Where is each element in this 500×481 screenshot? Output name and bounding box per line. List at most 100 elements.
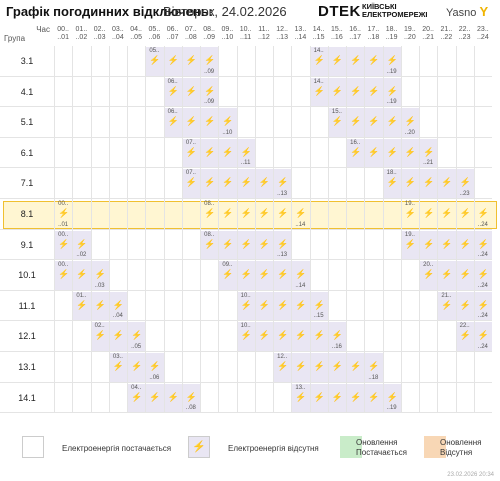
- hour-cell: [346, 352, 365, 383]
- hour-cell: [200, 229, 219, 261]
- power-off-icon: ⚡: [459, 208, 471, 218]
- group-label[interactable]: 3.1: [0, 46, 54, 77]
- hour-cell: [273, 321, 292, 352]
- hour-cell: [236, 168, 255, 199]
- hour-cell: [455, 168, 474, 199]
- hour-cell: [200, 321, 219, 352]
- hour-cell: [400, 382, 419, 414]
- hour-cell: [327, 321, 346, 352]
- hour-cell: [400, 76, 419, 108]
- group-label[interactable]: 12.1: [0, 321, 54, 352]
- power-off-icon: ⚡: [313, 330, 325, 341]
- hour-cell: [72, 168, 91, 199]
- hour-cell: [364, 107, 383, 138]
- power-off-icon: ⚡: [386, 146, 398, 157]
- hour-header: 14.. ..15: [312, 26, 325, 41]
- group-label[interactable]: 5.1: [0, 107, 54, 138]
- hour-cell: [382, 260, 401, 291]
- group-label[interactable]: 13.1: [0, 352, 54, 383]
- outage-cell: ⚡: [474, 230, 492, 260]
- outage-cell: ⚡: [401, 138, 419, 168]
- power-off-icon: ⚡: [167, 116, 179, 127]
- hour-cell: [108, 229, 127, 261]
- yasno-mark-icon: Y: [479, 4, 489, 19]
- hour-cell: [327, 107, 346, 138]
- outage-cell: ⚡: [201, 77, 219, 107]
- power-off-icon: ⚡: [459, 330, 471, 341]
- outage-cell: ⚡: [237, 138, 255, 168]
- group-label[interactable]: 9.1: [0, 230, 54, 261]
- hour-cell: [54, 199, 73, 230]
- hour-cell: [327, 199, 346, 230]
- power-off-icon: ⚡: [313, 55, 325, 65]
- outage-cell: ⚡: [401, 108, 419, 137]
- power-off-icon: ⚡: [167, 55, 179, 65]
- power-off-icon: ⚡: [441, 269, 453, 280]
- hour-cell: [437, 137, 456, 169]
- group-label[interactable]: 14.1: [0, 383, 54, 414]
- hour-cell: [254, 290, 273, 322]
- hour-cell: [181, 199, 200, 230]
- hour-cell: [181, 260, 200, 291]
- hour-cell: [163, 260, 182, 291]
- power-off-icon: ⚡: [404, 116, 416, 127]
- outage-cell: ⚡: [274, 200, 291, 229]
- outage-start-label: 15..: [331, 109, 342, 116]
- outage-start-label: 06..: [167, 78, 178, 85]
- outage-end-label: ..20: [404, 129, 415, 136]
- outage-cell: ⚡: [109, 291, 127, 321]
- outage-end-label: ..14: [295, 282, 306, 289]
- hour-cell: [437, 46, 456, 77]
- hour-cell: [437, 76, 456, 108]
- hour-cell: [54, 290, 73, 322]
- hour-cell: [108, 107, 127, 138]
- group-label[interactable]: 4.1: [0, 77, 54, 108]
- hour-cell: [273, 260, 292, 291]
- hour-cell: [218, 46, 237, 77]
- outage-cell: ⚡: [420, 138, 438, 168]
- hour-cell: [145, 260, 164, 291]
- hour-cell: [108, 168, 127, 199]
- group-label[interactable]: 10.1: [0, 260, 54, 291]
- outage-cell: ⚡: [274, 322, 292, 351]
- group-label[interactable]: 8.1: [0, 199, 54, 230]
- outage-cell: ⚡: [55, 230, 73, 260]
- group-label[interactable]: 6.1: [0, 138, 54, 169]
- group-label[interactable]: 7.1: [0, 168, 54, 199]
- power-off-icon: ⚡: [350, 146, 362, 157]
- hour-cell: [218, 260, 237, 291]
- power-off-icon: ⚡: [277, 269, 289, 280]
- outage-cell: ⚡: [255, 261, 273, 290]
- group-label[interactable]: 11.1: [0, 291, 54, 322]
- hour-cell: [273, 107, 292, 138]
- power-off-icon: ⚡: [350, 55, 362, 65]
- hour-cell: [455, 137, 474, 169]
- power-off-icon: ⚡: [167, 85, 179, 96]
- power-off-icon: ⚡: [331, 85, 343, 96]
- outage-cell: ⚡: [310, 322, 328, 351]
- hour-cell: [309, 260, 328, 291]
- outage-cell: ⚡: [91, 322, 109, 351]
- hour-cell: [254, 260, 273, 291]
- hour-cell: [218, 352, 237, 383]
- hour-header: 13.. ..14: [294, 26, 307, 41]
- power-off-icon: ⚡: [185, 55, 197, 65]
- outage-cell: ⚡: [219, 230, 237, 260]
- hour-cell: [473, 168, 492, 199]
- hour-cell: [236, 107, 255, 138]
- power-off-icon: ⚡: [58, 238, 70, 249]
- outage-cell: ⚡: [182, 138, 200, 168]
- hour-cell: [218, 229, 237, 261]
- selected-group-row[interactable]: [3, 201, 497, 229]
- outage-cell: ⚡: [182, 169, 200, 198]
- outage-cell: ⚡: [255, 230, 273, 260]
- power-off-icon: ⚡: [441, 299, 453, 310]
- hour-cell: [90, 76, 109, 108]
- outage-start-label: 00..: [58, 231, 69, 238]
- hour-cell: [273, 46, 292, 77]
- outage-cell: ⚡: [420, 230, 438, 260]
- power-off-icon: ⚡: [477, 238, 489, 249]
- hour-cell: [364, 168, 383, 199]
- outage-cell: ⚡: [274, 169, 292, 198]
- outage-cell: ⚡: [201, 169, 219, 198]
